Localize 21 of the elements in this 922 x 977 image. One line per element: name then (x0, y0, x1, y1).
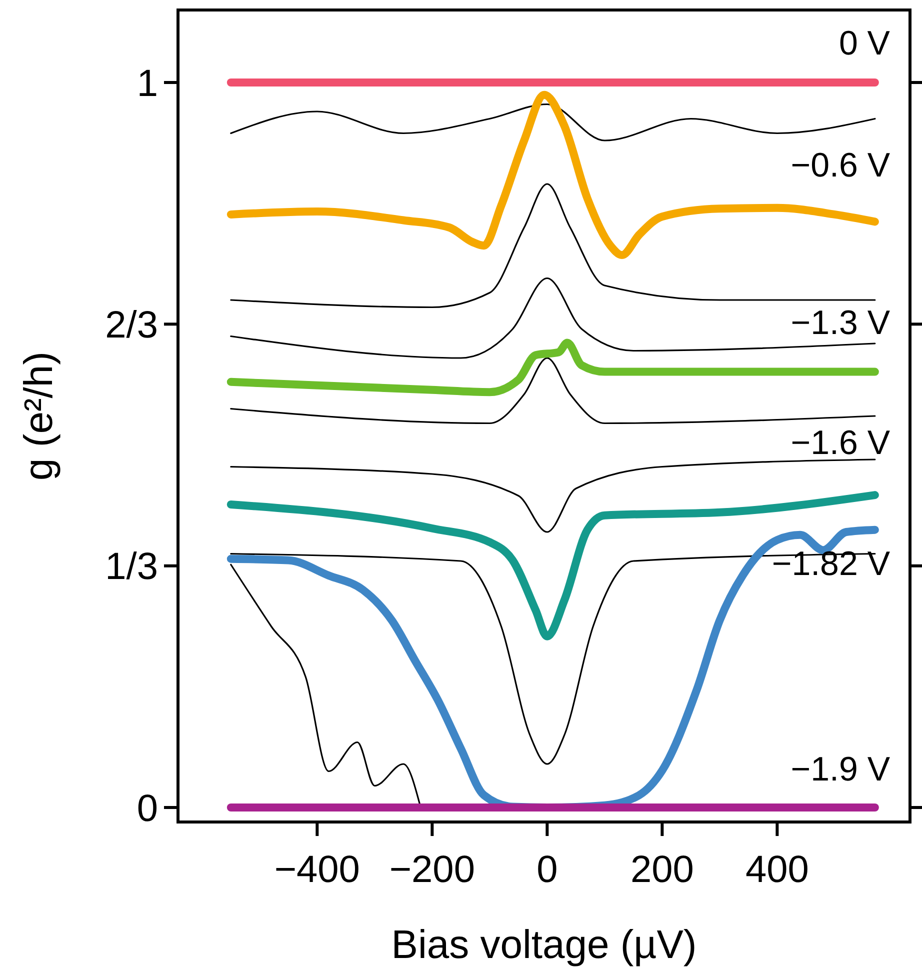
x-axis-title: Bias voltage (µV) (391, 923, 697, 967)
series-label: 0 V (838, 24, 890, 62)
y-tick-label: 0 (136, 788, 158, 830)
x-tick-label: 400 (745, 849, 809, 891)
line-series (230, 183, 876, 308)
series-label: −1.6 V (790, 424, 890, 462)
x-tick-label: −400 (274, 849, 360, 891)
series-label: −1.3 V (790, 304, 890, 342)
x-tick-label: −200 (389, 849, 475, 891)
line-series (230, 103, 876, 142)
y-tick-label: 1/3 (105, 546, 158, 588)
line-series (230, 357, 876, 424)
x-tick-label: 200 (630, 849, 694, 891)
y-tick-label: 2/3 (105, 304, 158, 346)
line-series (230, 458, 876, 533)
y-axis-title: g (e²/h) (17, 352, 61, 480)
series-label: −1.9 V (790, 750, 890, 788)
y-tick-label: 1 (136, 62, 158, 105)
series-label: −1.82 V (772, 544, 890, 583)
series-label: −0.6 V (790, 146, 890, 185)
x-tick-label: 0 (536, 849, 558, 891)
